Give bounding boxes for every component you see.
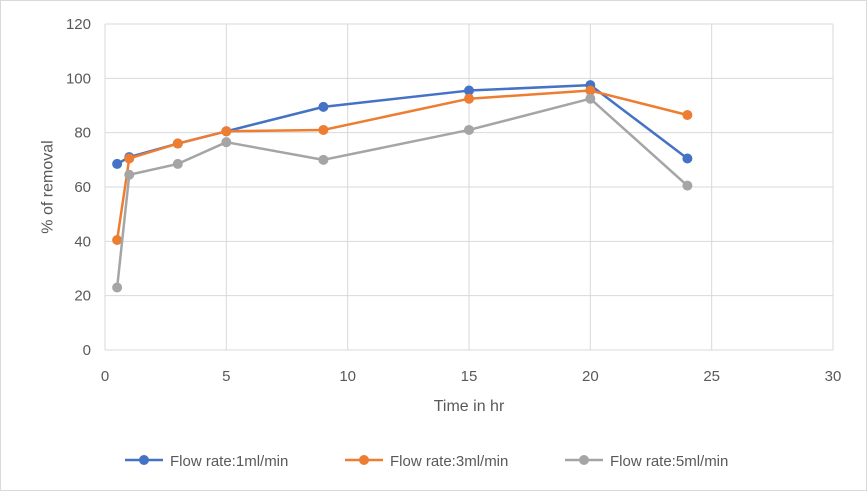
data-point: [112, 158, 123, 169]
data-point: [682, 110, 693, 121]
legend-item: Flow rate:5ml/min: [565, 453, 728, 470]
data-point: [464, 85, 474, 96]
data-point: [585, 93, 596, 104]
data-point: [124, 153, 135, 164]
gridlines: [104, 23, 834, 351]
x-tick-label: 20: [582, 368, 599, 385]
y-tick-label: 100: [66, 70, 91, 87]
series-lines: [112, 80, 693, 293]
y-tick-label: 120: [66, 16, 91, 33]
series-line: [115, 89, 688, 241]
legend-label: Flow rate:1ml/min: [170, 453, 288, 470]
y-tick-label: 40: [74, 233, 91, 250]
legend: Flow rate:1ml/min Flow rate:3ml/min Flow r…: [125, 453, 728, 470]
legend-label: Flow rate:3ml/min: [390, 453, 508, 470]
legend-marker: [359, 455, 369, 465]
series-line: [115, 97, 689, 288]
data-point: [464, 93, 474, 104]
y-tick-label: 80: [74, 125, 91, 142]
data-point: [112, 282, 123, 293]
tick-labels: 0 20 40 60 80 100 120 0 5 10 15 20 25 30: [66, 16, 841, 385]
x-tick-label: 0: [101, 368, 109, 385]
legend-label: Flow rate:5ml/min: [610, 453, 728, 470]
series-2: [112, 85, 693, 245]
y-axis-title: % of removal: [40, 140, 57, 233]
x-tick-label: 25: [703, 368, 720, 385]
data-point: [172, 158, 183, 169]
data-point: [318, 124, 329, 135]
legend-marker: [579, 455, 589, 465]
y-tick-label: 20: [74, 288, 91, 305]
legend-item: Flow rate:1ml/min: [125, 453, 288, 470]
x-tick-label: 15: [461, 368, 478, 385]
data-point: [221, 137, 232, 148]
x-tick-label: 30: [825, 368, 842, 385]
data-point: [124, 169, 135, 180]
data-point: [585, 85, 596, 96]
data-point: [172, 138, 183, 149]
legend-item: Flow rate:3ml/min: [345, 453, 508, 470]
data-point: [318, 154, 329, 165]
data-point: [464, 124, 474, 135]
x-tick-label: 5: [222, 368, 230, 385]
y-tick-label: 0: [83, 342, 91, 359]
x-axis-title: Time in hr: [434, 398, 505, 415]
legend-marker: [139, 455, 149, 465]
data-point: [112, 234, 123, 245]
data-point: [682, 153, 693, 164]
series-3: [112, 93, 693, 293]
y-tick-label: 60: [74, 179, 91, 196]
x-tick-label: 10: [339, 368, 356, 385]
data-point: [682, 180, 693, 191]
data-point: [221, 126, 232, 137]
data-point: [318, 101, 329, 112]
